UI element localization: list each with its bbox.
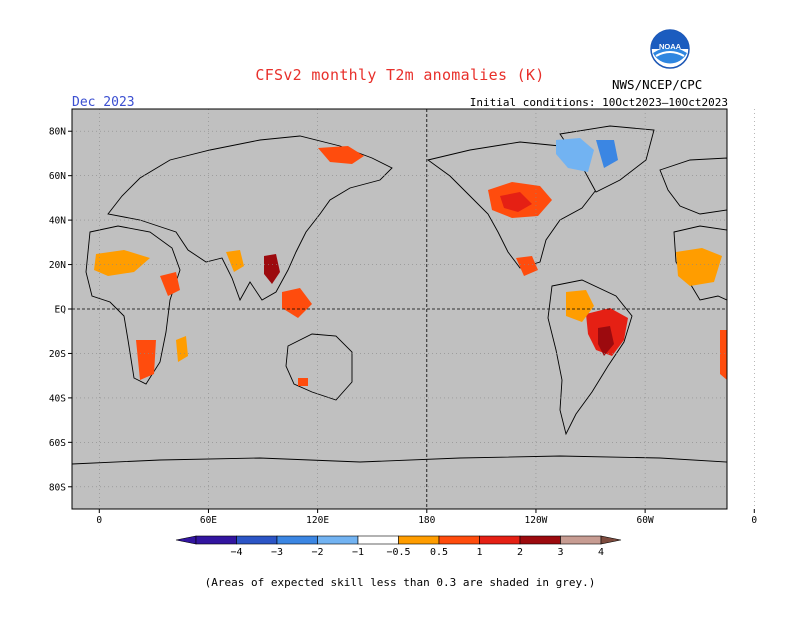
- colorbar-segment: [398, 535, 440, 545]
- colorbar-segment: [438, 535, 480, 545]
- lon-tick-label: 180: [418, 515, 435, 526]
- colorbar-label: −4: [230, 547, 242, 558]
- lon-tick-label: 120E: [306, 515, 329, 526]
- colorbar-label: −1: [352, 547, 364, 558]
- anomaly-arctic-warm: [318, 146, 364, 164]
- anomaly-south-america-warm: [566, 290, 594, 322]
- colorbar-segment: [317, 535, 359, 545]
- lat-tick-label: 40S: [49, 393, 66, 404]
- colorbar-label: 2: [517, 547, 523, 558]
- anomaly-mexico-warm: [516, 256, 538, 276]
- anomaly-southeast-asia-warm: [282, 288, 312, 318]
- skill-note: (Areas of expected skill less than 0.3 a…: [204, 576, 596, 589]
- colorbar-label: 4: [598, 547, 604, 558]
- anomaly-madagascar-warm: [176, 336, 188, 362]
- lon-tick-label: 60E: [200, 515, 217, 526]
- forecast-period: Dec 2023: [72, 95, 135, 110]
- lon-tick-label: 0: [751, 515, 757, 526]
- axis-ticks: 80N 60N 40N 20N EQ 20S 40S 60S 80S 0 60E 120E 180 120…: [49, 127, 758, 526]
- noaa-logo: NOAA: [650, 29, 690, 73]
- anomaly-indochina-hot: [264, 254, 280, 284]
- graticule: [72, 109, 755, 509]
- lat-tick-label: 80S: [49, 482, 66, 493]
- logo-text: NOAA: [659, 42, 682, 51]
- colorbar-segment: [236, 535, 278, 545]
- colorbar-segment: [276, 535, 318, 545]
- colorbar-high-arrow: [600, 535, 622, 545]
- land-europe-asia: [107, 135, 393, 302]
- colorbar-segment: [519, 535, 561, 545]
- colorbar-segment: [560, 535, 602, 545]
- lon-tick-label: 60W: [637, 515, 654, 526]
- land-europe-wrap: [659, 157, 728, 215]
- anomaly-canada-core: [500, 192, 532, 212]
- lat-tick-label: 60N: [49, 171, 66, 182]
- lat-tick-label: EQ: [55, 305, 67, 316]
- colorbar-label: −0.5: [386, 547, 410, 558]
- lat-tick-label: 20S: [49, 349, 66, 360]
- lat-tick-label: 40N: [49, 216, 66, 227]
- anomaly-greenland-cold-2: [596, 140, 618, 168]
- lon-tick-label: 120W: [525, 515, 548, 526]
- colorbar-label: 1: [476, 547, 482, 558]
- colorbar: −4 −3 −2 −1 −0.5 0.5 1 2 3 4: [175, 535, 622, 558]
- colorbar-low-arrow: [175, 535, 197, 545]
- anomaly-southern-africa: [136, 340, 156, 380]
- agency-label: NWS/NCEP/CPC: [612, 77, 703, 92]
- anomaly-brazil-core: [598, 326, 614, 356]
- land-antarctica: [71, 455, 728, 510]
- anomaly-greenland-cold: [556, 138, 594, 172]
- anomaly-brazil-east: [720, 330, 727, 380]
- anomaly-africa-wrap-warm: [676, 248, 722, 286]
- map-title: CFSv2 monthly T2m anomalies (K): [255, 66, 545, 84]
- anomaly-australia-spot: [298, 378, 308, 386]
- colorbar-label: 3: [557, 547, 563, 558]
- colorbar-label: −3: [271, 547, 283, 558]
- lat-tick-label: 60S: [49, 438, 66, 449]
- anomaly-india-warm: [226, 250, 244, 272]
- lat-tick-label: 80N: [49, 127, 66, 138]
- lon-tick-label: 0: [96, 515, 102, 526]
- anomaly-east-africa-warm: [160, 272, 180, 296]
- initial-conditions: Initial conditions: 10Oct2023—10Oct2023: [469, 96, 728, 109]
- colorbar-label: 0.5: [430, 547, 448, 558]
- colorbar-segment: [479, 535, 521, 545]
- colorbar-segment: [357, 535, 399, 545]
- anomaly-sahel-warm: [94, 250, 150, 276]
- lat-tick-label: 20N: [49, 260, 66, 271]
- colorbar-label: −2: [311, 547, 323, 558]
- colorbar-segment: [195, 535, 237, 545]
